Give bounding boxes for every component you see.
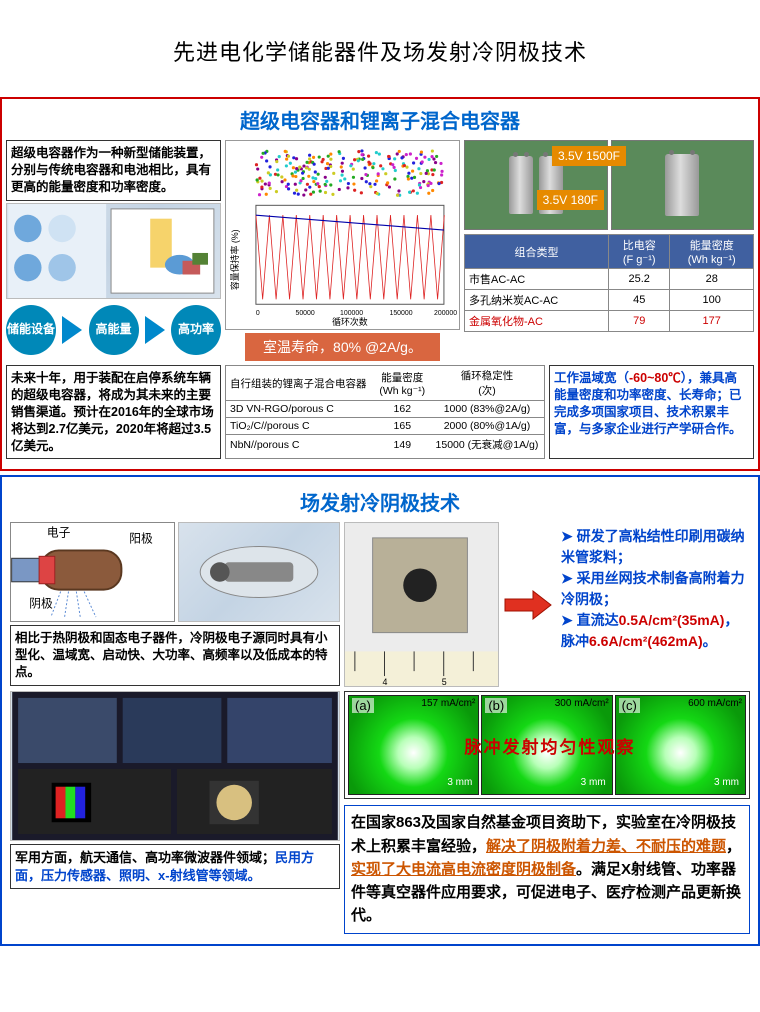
cap-photo-small	[611, 140, 755, 230]
cap-big-label: 3.5V 1500F	[552, 146, 626, 166]
cap-small-label: 3.5V 180F	[537, 190, 604, 210]
vacuum-diagram: 电子 阳极 阴极	[10, 522, 175, 622]
arrow-icon	[62, 316, 82, 344]
intro-text: 超级电容器作为一种新型储能装置，分别与传统电容器和电池相比，具有更高的能量密度和…	[6, 140, 221, 201]
big-arrow-icon	[503, 585, 553, 625]
ragone-plot	[6, 203, 221, 299]
compare-text: 相比于热阴极和固态电子器件，冷阴极电子源同时具有小型化、温域宽、启动快、大功率、…	[10, 625, 340, 686]
applications-text: 军用方面，航天通信、高功率微波器件领域；民用方面，压力传感器、照明、x-射线管等…	[10, 844, 340, 889]
pill-power: 高功率	[171, 305, 221, 355]
section-supercap: 超级电容器和锂离子混合电容器 超级电容器作为一种新型储能装置，分别与传统电容器和…	[0, 97, 760, 471]
lifespan-label: 室温寿命，80% @2A/g。	[245, 333, 440, 361]
svg-text:100000: 100000	[340, 310, 363, 317]
vacuum-tube-photo	[178, 522, 340, 622]
svg-text:循环次数: 循环次数	[332, 316, 368, 327]
capacitance-table: 组合类型 比电容 (F g⁻¹) 能量密度 (Wh kg⁻¹) 市售AC-AC2…	[464, 234, 754, 332]
svg-text:200000: 200000	[434, 310, 457, 317]
svg-text:150000: 150000	[390, 310, 413, 317]
svg-text:4: 4	[383, 677, 388, 686]
svg-text:50000: 50000	[296, 310, 315, 317]
bullet-list: ➤ 研发了高粘结性印刷用碳纳米管浆料； ➤ 采用丝网技术制备高附着力冷阴极； ➤…	[557, 522, 750, 687]
page-title: 先进电化学储能器件及场发射冷阴极技术	[0, 0, 760, 97]
svg-text:0: 0	[256, 310, 260, 317]
worknote: 工作温域宽（-60~80℃），兼具高能量密度和功率密度、长寿命；已完成多项国家项…	[549, 365, 754, 459]
pill-energy: 高能量	[89, 305, 139, 355]
emission-panel: (a)157 mA/cm²3 mm (b)300 mA/cm²3 mm (c)6…	[344, 691, 750, 799]
forecast-text: 未来十年，用于装配在启停系统车辆的超级电容器，将成为其未来的主要销售渠道。预计在…	[6, 365, 221, 459]
device-gallery	[10, 691, 340, 841]
achievement-text: 在国家863及国家自然基金项目资助下，实验室在冷阴极技术上积累丰富经验，解决了阴…	[344, 805, 750, 933]
svg-text:阳极: 阳极	[129, 532, 153, 546]
pill-storage: 储能设备	[6, 305, 56, 355]
arrow-icon	[145, 316, 165, 344]
section1-heading: 超级电容器和锂离子混合电容器	[2, 99, 758, 140]
retention-chart: 容量保持率 (%) 循环次数 0 50000 100000 150000 200…	[225, 140, 460, 330]
section2-heading: 场发射冷阴极技术	[6, 481, 754, 522]
section-cathode: 场发射冷阴极技术 电子 阳极 阴极	[0, 475, 760, 945]
svg-text:容量保持率 (%): 容量保持率 (%)	[229, 229, 240, 290]
hybrid-table: 自行组装的锂离子混合电容器 能量密度 (Wh kg⁻¹) 循环稳定性 (次) 3…	[226, 366, 544, 454]
ruler-sample: 45	[344, 522, 499, 687]
svg-text:电子: 电子	[47, 527, 71, 540]
svg-text:阴极: 阴极	[29, 597, 53, 611]
svg-text:5: 5	[442, 677, 447, 686]
